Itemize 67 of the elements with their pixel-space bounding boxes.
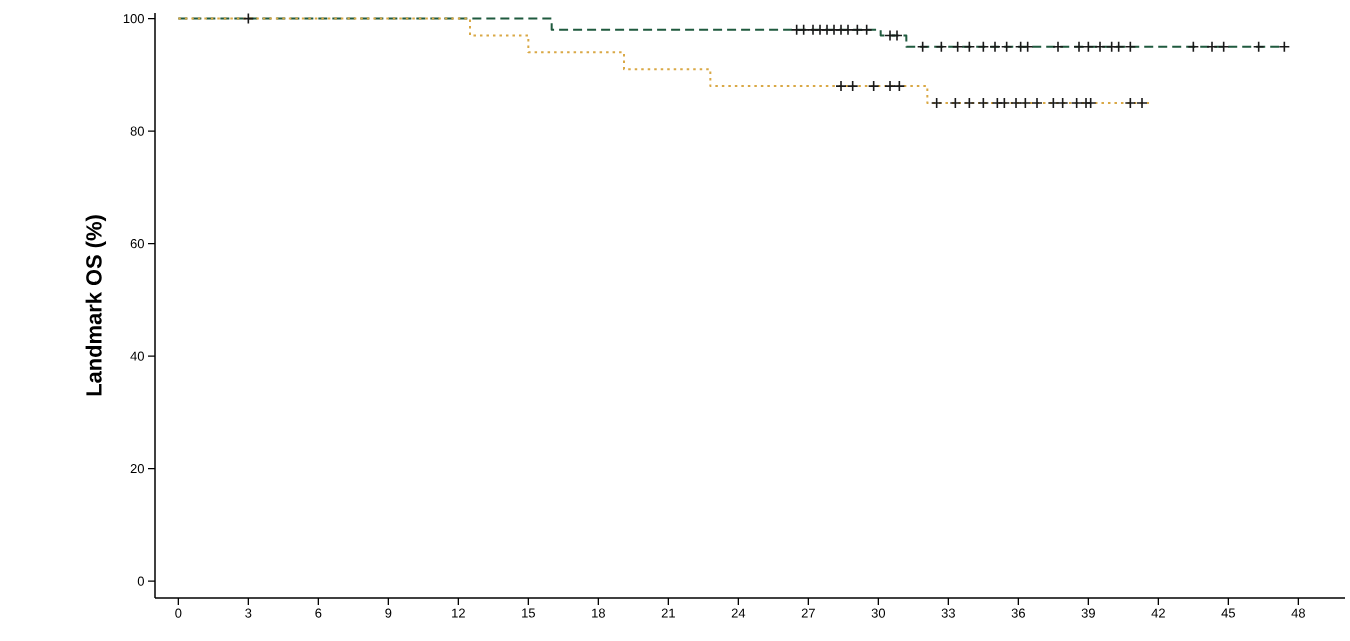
point xyxy=(1070,97,1083,109)
point xyxy=(860,24,873,36)
x-tick-label: 33 xyxy=(941,608,955,618)
point xyxy=(893,80,906,92)
x-tick-label: 9 xyxy=(385,608,392,618)
point xyxy=(930,97,943,109)
point xyxy=(1000,40,1013,53)
point xyxy=(1278,40,1291,53)
point xyxy=(1252,40,1265,53)
point xyxy=(1047,97,1060,109)
y-tick-label: 20 xyxy=(130,464,144,474)
point xyxy=(1073,40,1085,53)
x-tick-label: 3 xyxy=(245,608,252,618)
point xyxy=(989,40,1001,53)
point xyxy=(242,12,255,25)
point xyxy=(951,40,964,53)
point xyxy=(977,40,990,53)
point xyxy=(1056,97,1069,109)
point xyxy=(1112,40,1125,53)
point xyxy=(1217,40,1230,53)
point xyxy=(1094,40,1106,53)
x-tick-label: 48 xyxy=(1291,608,1305,618)
point xyxy=(1021,40,1034,53)
point xyxy=(1019,97,1032,109)
x-tick-label: 12 xyxy=(452,608,465,618)
x-tick-label: 39 xyxy=(1081,608,1095,618)
point xyxy=(949,97,962,109)
x-tick-label: 18 xyxy=(592,608,605,618)
x-tick-label: 42 xyxy=(1151,608,1165,618)
point xyxy=(1206,40,1218,53)
x-tick-label: 6 xyxy=(315,608,322,618)
x-tick-label: 30 xyxy=(871,608,886,618)
point xyxy=(963,97,976,109)
x-tick-label: 27 xyxy=(801,608,815,618)
x-tick-label: 36 xyxy=(1011,608,1025,618)
point xyxy=(998,97,1011,109)
point xyxy=(835,80,847,92)
point xyxy=(1187,40,1200,53)
point xyxy=(1124,97,1137,109)
point xyxy=(1124,40,1137,53)
x-tick-label: 24 xyxy=(731,608,746,618)
point xyxy=(867,80,880,92)
point xyxy=(1052,40,1064,53)
point xyxy=(851,24,864,36)
point xyxy=(1136,97,1148,109)
point xyxy=(884,80,896,92)
point xyxy=(1082,40,1095,53)
x-tick-label: 15 xyxy=(522,608,535,618)
point xyxy=(916,40,929,53)
point xyxy=(1010,97,1022,109)
point xyxy=(846,80,859,92)
x-tick-label: 0 xyxy=(175,608,182,618)
x-tick-label: 21 xyxy=(661,608,675,618)
point xyxy=(891,29,903,42)
y-tick-label: 40 xyxy=(130,351,144,361)
y-tick-label: 100 xyxy=(123,14,144,24)
point xyxy=(977,97,990,109)
point xyxy=(963,40,976,53)
y-tick-label: 0 xyxy=(137,576,144,586)
point xyxy=(842,24,854,36)
y-tick-label: 60 xyxy=(130,239,144,249)
y-axis-title: Landmark OS (%) xyxy=(85,215,107,396)
x-tick-label: 45 xyxy=(1221,608,1235,618)
point xyxy=(935,40,948,53)
point xyxy=(797,24,810,36)
y-tick-label: 80 xyxy=(130,126,144,136)
point xyxy=(1031,97,1043,109)
